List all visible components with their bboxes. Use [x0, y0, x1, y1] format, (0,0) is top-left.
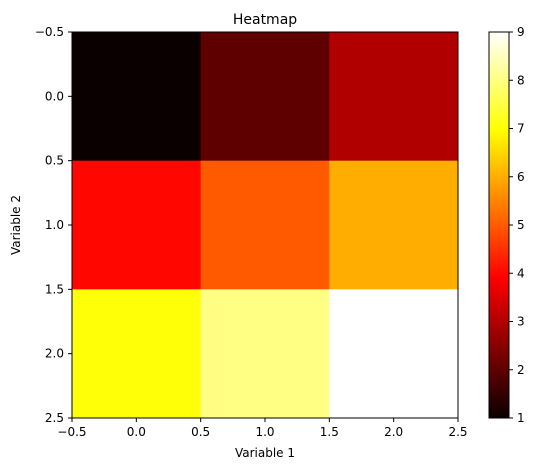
heatmap-cell-r2-c1 — [200, 289, 330, 419]
x-axis-label: Variable 1 — [235, 446, 295, 460]
heatmap-cell-r0-c2 — [329, 32, 459, 162]
x-tick-label: 1.5 — [320, 425, 339, 439]
x-tick-label: 1.0 — [255, 425, 274, 439]
colorbar-tick-label: 7 — [517, 122, 525, 136]
colorbar-tick-label: 3 — [517, 315, 525, 329]
x-tick-label: −0.5 — [57, 425, 86, 439]
colorbar-tick-label: 6 — [517, 170, 525, 184]
x-tick-label: 2.5 — [448, 425, 467, 439]
plot-frame — [71, 31, 459, 419]
heatmap-cell-r2-c2 — [329, 289, 459, 419]
colorbar-tick-label: 1 — [517, 411, 525, 425]
colorbar-gradient — [489, 32, 509, 418]
heatmap-cell-r1-c1 — [200, 160, 330, 290]
colorbar-tick-label: 8 — [517, 73, 525, 87]
colorbar-tick-label: 4 — [517, 266, 525, 280]
y-axis: −0.5 0.0 0.5 1.0 1.5 2.0 2.5 — [35, 25, 72, 425]
chart-title: Heatmap — [233, 12, 297, 28]
y-tick-label: 1.5 — [45, 282, 64, 296]
x-tick-label: 2.0 — [384, 425, 403, 439]
heatmap-cells — [72, 32, 459, 419]
x-tick-label: 0.5 — [191, 425, 210, 439]
y-tick-label: 2.0 — [45, 347, 64, 361]
colorbar-tick-label: 9 — [517, 25, 525, 39]
x-tick-label: 0.0 — [127, 425, 146, 439]
colorbar-tick-label: 5 — [517, 218, 525, 232]
y-tick-label: 2.5 — [45, 411, 64, 425]
heatmap-cell-r1-c2 — [329, 160, 459, 290]
y-axis-label: Variable 2 — [9, 195, 23, 255]
colorbar-ticks: 1 2 3 4 5 6 7 8 9 — [509, 25, 525, 425]
heatmap-cell-r1-c0 — [72, 160, 202, 290]
heatmap-cell-r0-c0 — [72, 32, 202, 162]
y-tick-label: 1.0 — [45, 218, 64, 232]
y-tick-label: 0.0 — [45, 89, 64, 103]
x-axis: −0.5 0.0 0.5 1.0 1.5 2.0 2.5 — [57, 418, 468, 439]
y-tick-label: −0.5 — [35, 25, 64, 39]
heatmap-cell-r2-c0 — [72, 289, 202, 419]
colorbar-tick-label: 2 — [517, 363, 525, 377]
y-tick-label: 0.5 — [45, 154, 64, 168]
heatmap-cell-r0-c1 — [200, 32, 330, 162]
